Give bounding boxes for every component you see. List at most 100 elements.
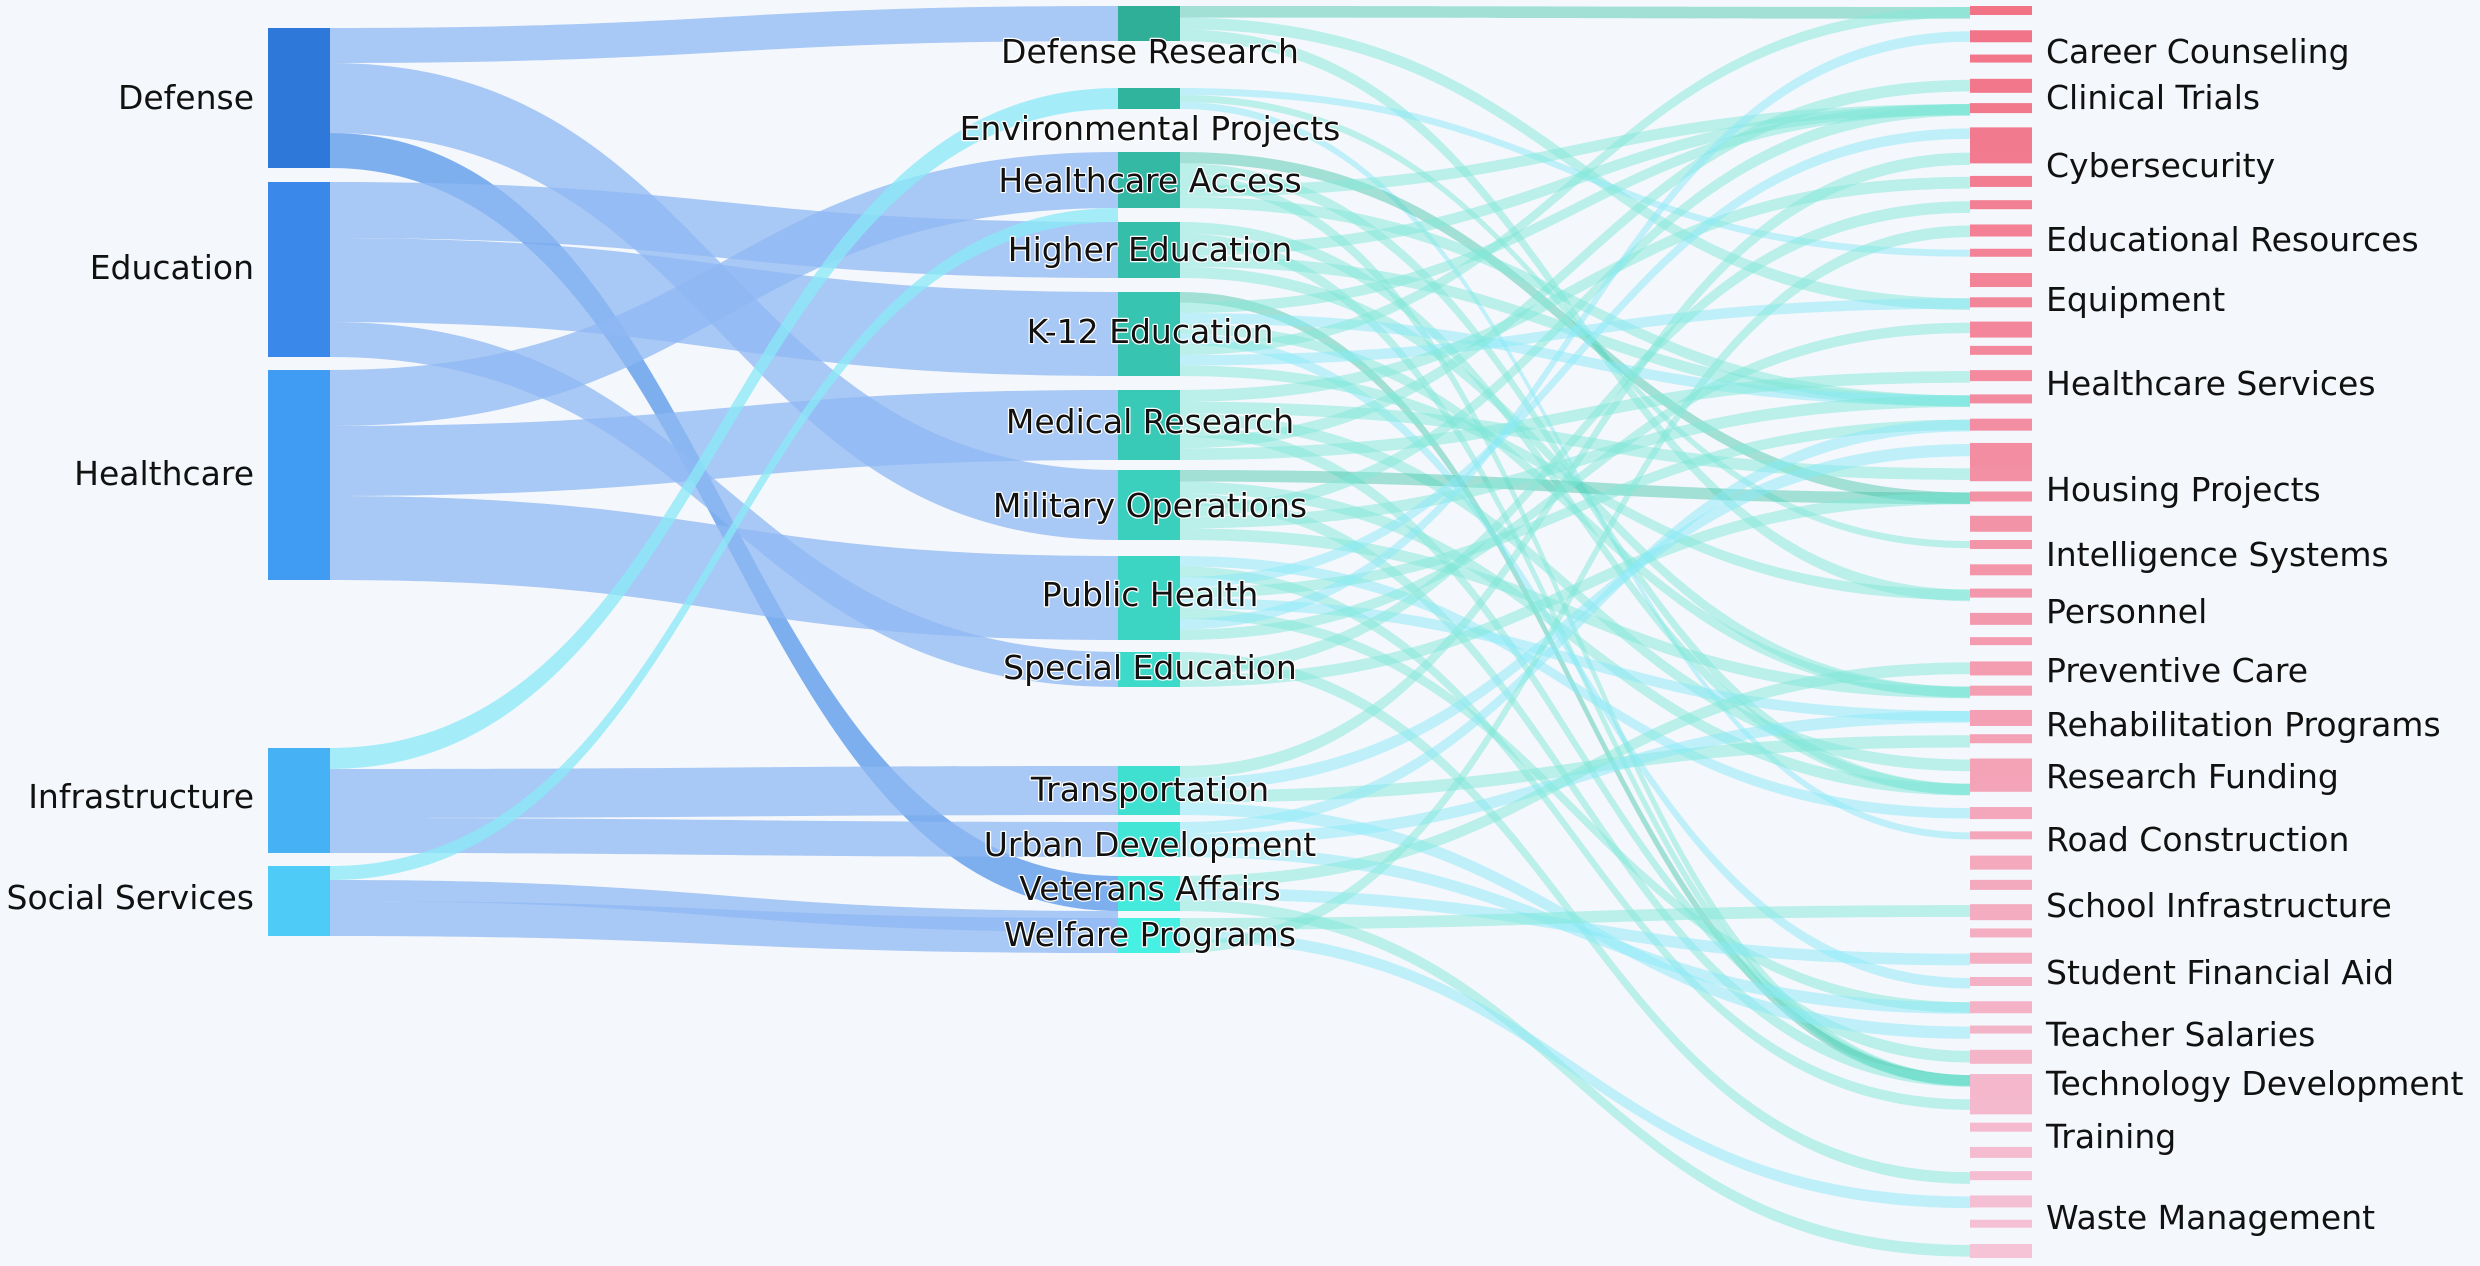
link-special-education-out-1 [1180, 201, 1970, 676]
node-target-slice [1970, 782, 2032, 792]
link-medical-research-out-0 [1180, 176, 1970, 402]
node-defense [268, 28, 330, 168]
link-urban-development-out-0 [1180, 419, 1970, 834]
link-social-services-to-welfare-programs [330, 901, 1118, 953]
link-healthcare-access-out-3 [1180, 104, 1970, 197]
node-target-slice [1970, 103, 2032, 114]
node-target-slice [1970, 78, 2032, 93]
label-military-operations: Military Operations [993, 486, 1307, 525]
link-education-to-special-education [330, 322, 1118, 687]
label-social-services: Social Services [7, 878, 254, 917]
link-infrastructure-to-transportation [330, 766, 1118, 818]
node-target-slice [1970, 491, 2032, 502]
node-target-slice [1970, 321, 2032, 338]
node-target-slice [1970, 1098, 2032, 1115]
link-environmental-projects-out-1 [1180, 95, 1970, 549]
node-target-slice [1970, 248, 2032, 257]
node-target-slice [1970, 394, 2032, 404]
link-military-operations-out-1 [1180, 481, 1970, 796]
node-target-slice [1970, 904, 2032, 921]
link-healthcare-to-healthcare-access [330, 152, 1118, 426]
label-veterans-affairs: Veterans Affairs [1019, 869, 1280, 908]
links-layer [330, 6, 1970, 1257]
node-target-slice [1970, 734, 2032, 744]
link-defense-research-out-0 [1180, 6, 1970, 19]
link-public-health-out-2 [1180, 128, 1970, 588]
node-medical-research [1118, 390, 1180, 460]
node-target-slice [1970, 564, 2032, 576]
node-target-slice [1970, 952, 2032, 964]
node-k-12-education [1118, 292, 1180, 376]
link-public-health-out-7 [1180, 322, 1970, 640]
node-target-slice [1970, 1049, 2032, 1064]
node-education [268, 182, 330, 357]
node-military-operations [1118, 470, 1180, 540]
node-infrastructure [268, 748, 330, 853]
label-technology-development: Technology Development [2045, 1064, 2464, 1103]
node-target-slice [1970, 685, 2032, 696]
link-public-health-out-4 [1180, 598, 1970, 722]
link-medical-research-out-4 [1180, 79, 1970, 449]
node-target-slice [1970, 661, 2032, 676]
node-target-slice [1970, 297, 2032, 308]
label-housing-projects: Housing Projects [2046, 470, 2321, 509]
link-welfare-programs-out-0 [1180, 905, 1970, 930]
link-social-services-to-healthcare-access [330, 208, 1118, 880]
link-public-health-out-5 [1180, 608, 1970, 1013]
link-public-health-out-0 [1180, 556, 1970, 819]
node-target-slice [1970, 418, 2032, 431]
link-medical-research-out-3 [1180, 425, 1970, 1063]
node-target-slice [1970, 588, 2032, 598]
node-target-slice [1970, 1146, 2032, 1158]
label-healthcare-access: Healthcare Access [998, 161, 1301, 200]
node-higher-education [1118, 222, 1180, 278]
label-education: Education [90, 248, 254, 287]
link-defense-to-defense-research [330, 6, 1118, 63]
label-transportation: Transportation [1030, 770, 1269, 809]
node-target-slice [1970, 1001, 2032, 1014]
link-healthcare-to-public-health [330, 496, 1118, 640]
node-target-slice [1970, 540, 2032, 550]
link-military-operations-out-3 [1180, 104, 1970, 517]
node-target-slice [1970, 6, 2032, 15]
label-defense-research: Defense Research [1001, 32, 1299, 71]
label-urban-development: Urban Development [984, 825, 1317, 864]
node-urban-development [1118, 822, 1180, 857]
label-research-funding: Research Funding [2046, 757, 2339, 796]
link-healthcare-to-medical-research [330, 390, 1118, 496]
link-healthcare-access-out-4 [1180, 196, 1970, 407]
node-target-slice [1970, 345, 2032, 355]
label-equipment: Equipment [2046, 280, 2225, 319]
node-target-slice [1970, 612, 2032, 625]
label-intelligence-systems: Intelligence Systems [2046, 535, 2389, 574]
node-target-slice [1970, 200, 2032, 210]
label-waste-management: Waste Management [2046, 1198, 2375, 1237]
label-medical-research: Medical Research [1006, 402, 1294, 441]
label-k-12-education: K-12 Education [1027, 312, 1274, 351]
node-target-slice [1970, 709, 2032, 726]
node-veterans-affairs [1118, 876, 1180, 911]
node-target-slice [1970, 370, 2032, 382]
label-healthcare-services: Healthcare Services [2046, 364, 2376, 403]
node-target-slice [1970, 976, 2032, 986]
link-veterans-affairs-out-0 [1180, 662, 1970, 888]
link-infrastructure-to-environmental-projects [330, 88, 1118, 769]
label-personnel: Personnel [2046, 592, 2207, 631]
label-rehabilitation-programs: Rehabilitation Programs [2046, 705, 2441, 744]
link-military-operations-out-0 [1180, 470, 1970, 505]
label-healthcare: Healthcare [74, 454, 254, 493]
node-public-health [1118, 556, 1180, 640]
node-healthcare [268, 370, 330, 580]
nodes-layer [268, 6, 2032, 1258]
label-public-health: Public Health [1042, 575, 1259, 614]
link-veterans-affairs-out-2 [1180, 899, 1970, 1257]
link-public-health-out-6 [1180, 31, 1970, 630]
node-social-services [268, 866, 330, 936]
link-k-12-education-out-5 [1180, 7, 1970, 355]
node-target-slice [1970, 1219, 2032, 1228]
label-environmental-projects: Environmental Projects [960, 109, 1341, 148]
label-training: Training [2045, 1117, 2176, 1156]
node-target-slice [1970, 1171, 2032, 1181]
node-target-slice [1970, 807, 2032, 820]
